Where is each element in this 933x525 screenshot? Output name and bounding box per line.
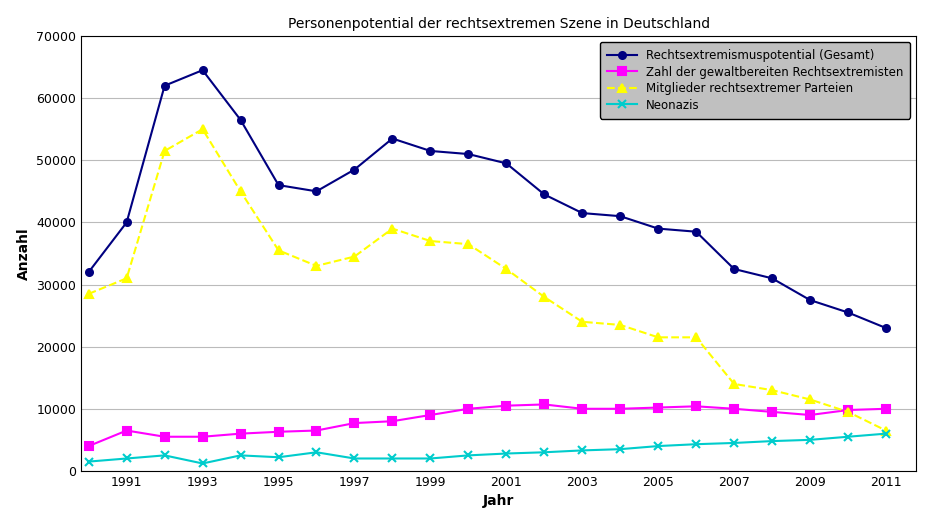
Mitglieder rechtsextremer Parteien [311,262,322,269]
Neonazis [273,454,285,460]
Neonazis [311,449,322,455]
Rechtsextremismuspotential (Gesamt) [538,191,550,197]
Zahl der gewaltbereiten Rechtsextremisten [615,406,626,412]
Rechtsextremismuspotential (Gesamt) [121,219,132,226]
Mitglieder rechtsextremer Parteien [577,319,588,325]
Neonazis [690,441,702,447]
Zahl der gewaltbereiten Rechtsextremisten [121,427,132,434]
Mitglieder rechtsextremer Parteien [273,247,285,254]
Mitglieder rechtsextremer Parteien [881,427,892,434]
Rechtsextremismuspotential (Gesamt) [690,228,702,235]
Neonazis [235,452,246,458]
Zahl der gewaltbereiten Rechtsextremisten [842,407,854,413]
Rechtsextremismuspotential (Gesamt) [881,325,892,331]
Mitglieder rechtsextremer Parteien [159,148,170,154]
Mitglieder rechtsextremer Parteien [842,409,854,415]
Neonazis [842,434,854,440]
Mitglieder rechtsextremer Parteien [387,225,398,232]
Neonazis [121,455,132,461]
Rechtsextremismuspotential (Gesamt) [615,213,626,219]
Zahl der gewaltbereiten Rechtsextremisten [804,412,815,418]
Mitglieder rechtsextremer Parteien [690,334,702,341]
Rechtsextremismuspotential (Gesamt) [767,275,778,281]
Mitglieder rechtsextremer Parteien [425,238,436,244]
Rechtsextremismuspotential (Gesamt) [311,188,322,194]
Mitglieder rechtsextremer Parteien [652,334,663,341]
Rechtsextremismuspotential (Gesamt) [501,160,512,166]
Zahl der gewaltbereiten Rechtsextremisten [538,401,550,407]
Zahl der gewaltbereiten Rechtsextremisten [349,420,360,426]
Zahl der gewaltbereiten Rechtsextremisten [767,409,778,415]
Neonazis [652,443,663,449]
X-axis label: Jahr: Jahr [483,495,514,508]
Mitglieder rechtsextremer Parteien [804,396,815,403]
Zahl der gewaltbereiten Rechtsextremisten [83,443,94,449]
Rechtsextremismuspotential (Gesamt) [577,210,588,216]
Zahl der gewaltbereiten Rechtsextremisten [690,403,702,410]
Neonazis [425,455,436,461]
Neonazis [804,437,815,443]
Rechtsextremismuspotential (Gesamt) [387,135,398,142]
Zahl der gewaltbereiten Rechtsextremisten [273,428,285,435]
Zahl der gewaltbereiten Rechtsextremisten [159,434,170,440]
Rechtsextremismuspotential (Gesamt) [463,151,474,157]
Zahl der gewaltbereiten Rechtsextremisten [881,406,892,412]
Rechtsextremismuspotential (Gesamt) [197,67,208,74]
Neonazis [501,450,512,457]
Zahl der gewaltbereiten Rechtsextremisten [577,406,588,412]
Neonazis [83,458,94,465]
Rechtsextremismuspotential (Gesamt) [729,266,740,272]
Neonazis [538,449,550,455]
Mitglieder rechtsextremer Parteien [463,241,474,247]
Rechtsextremismuspotential (Gesamt) [159,82,170,89]
Rechtsextremismuspotential (Gesamt) [349,166,360,173]
Rechtsextremismuspotential (Gesamt) [652,225,663,232]
Rechtsextremismuspotential (Gesamt) [842,309,854,316]
Mitglieder rechtsextremer Parteien [121,275,132,281]
Mitglieder rechtsextremer Parteien [235,188,246,194]
Zahl der gewaltbereiten Rechtsextremisten [387,418,398,424]
Neonazis [159,452,170,458]
Line: Rechtsextremismuspotential (Gesamt): Rechtsextremismuspotential (Gesamt) [85,67,889,331]
Zahl der gewaltbereiten Rechtsextremisten [652,404,663,411]
Mitglieder rechtsextremer Parteien [197,126,208,132]
Y-axis label: Anzahl: Anzahl [17,227,31,280]
Neonazis [577,447,588,454]
Title: Personenpotential der rechtsextremen Szene in Deutschland: Personenpotential der rechtsextremen Sze… [287,17,710,30]
Line: Mitglieder rechtsextremer Parteien: Mitglieder rechtsextremer Parteien [85,125,890,435]
Zahl der gewaltbereiten Rechtsextremisten [235,430,246,437]
Zahl der gewaltbereiten Rechtsextremisten [311,427,322,434]
Zahl der gewaltbereiten Rechtsextremisten [425,412,436,418]
Rechtsextremismuspotential (Gesamt) [235,117,246,123]
Neonazis [349,455,360,461]
Rechtsextremismuspotential (Gesamt) [804,297,815,303]
Mitglieder rechtsextremer Parteien [538,294,550,300]
Zahl der gewaltbereiten Rechtsextremisten [463,406,474,412]
Mitglieder rechtsextremer Parteien [767,387,778,393]
Neonazis [881,430,892,437]
Rechtsextremismuspotential (Gesamt) [83,269,94,275]
Neonazis [387,455,398,461]
Line: Zahl der gewaltbereiten Rechtsextremisten: Zahl der gewaltbereiten Rechtsextremiste… [85,400,890,450]
Mitglieder rechtsextremer Parteien [501,266,512,272]
Mitglieder rechtsextremer Parteien [615,322,626,328]
Neonazis [463,452,474,458]
Mitglieder rechtsextremer Parteien [349,254,360,260]
Zahl der gewaltbereiten Rechtsextremisten [501,403,512,409]
Rechtsextremismuspotential (Gesamt) [425,148,436,154]
Neonazis [615,446,626,453]
Line: Neonazis: Neonazis [85,429,890,468]
Rechtsextremismuspotential (Gesamt) [273,182,285,188]
Zahl der gewaltbereiten Rechtsextremisten [729,406,740,412]
Mitglieder rechtsextremer Parteien [729,381,740,387]
Neonazis [767,438,778,444]
Zahl der gewaltbereiten Rechtsextremisten [197,434,208,440]
Mitglieder rechtsextremer Parteien [83,291,94,297]
Neonazis [197,460,208,467]
Neonazis [729,440,740,446]
Legend: Rechtsextremismuspotential (Gesamt), Zahl der gewaltbereiten Rechtsextremisten, : Rechtsextremismuspotential (Gesamt), Zah… [600,42,911,119]
